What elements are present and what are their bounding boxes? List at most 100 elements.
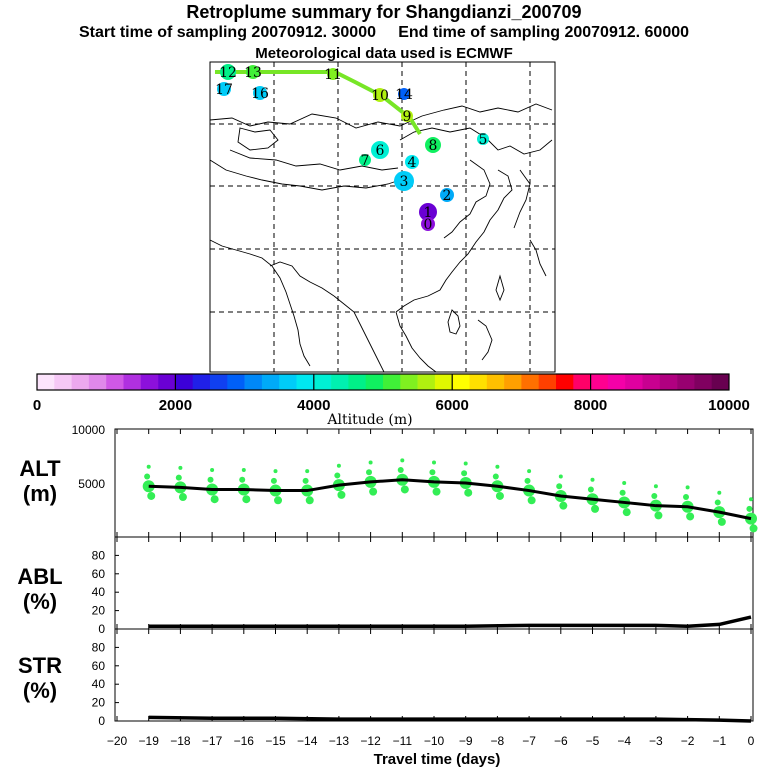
map-centroid-marker xyxy=(246,65,260,79)
map-marker-label: 4 xyxy=(408,155,417,171)
colorbar-tick-labels: 0 2000 4000 6000 8000 10000 xyxy=(33,397,750,414)
map-centroid-marker xyxy=(373,88,387,102)
map-marker-label: 10 xyxy=(371,88,389,104)
alt-scatter-point xyxy=(147,491,156,500)
alt-scatter-point xyxy=(334,472,341,479)
str-panel: STR (%) 0 20 40 60 80 xyxy=(18,628,754,728)
abl-ytick-label: 60 xyxy=(92,567,106,581)
alt-scatter-point xyxy=(558,474,563,479)
str-ytick-label: 0 xyxy=(98,714,105,728)
alt-scatter-point xyxy=(749,524,758,533)
map-centroid-marker xyxy=(359,154,371,166)
alt-scatter-point xyxy=(178,493,187,502)
colorbar-cell xyxy=(175,374,193,390)
alt-scatter-point xyxy=(337,490,346,499)
x-tick-label: −4 xyxy=(617,734,631,748)
colorbar-tick-label: 2000 xyxy=(159,397,192,414)
colorbar-cell xyxy=(711,374,730,390)
colorbar-tick-label: 4000 xyxy=(297,397,330,414)
abl-ytick-label: 40 xyxy=(92,585,106,599)
x-tick-label: −5 xyxy=(586,734,600,748)
colorbar-cell xyxy=(383,374,401,390)
colorbar-cell xyxy=(694,374,712,390)
alt-scatter-point xyxy=(717,517,726,526)
x-tick-label: −16 xyxy=(234,734,255,748)
meteorological-data-note: Meteorological data used is ECMWF xyxy=(255,45,513,62)
alt-scatter-point xyxy=(207,476,214,483)
alt-scatter-point xyxy=(654,511,663,520)
abl-ytick-label: 20 xyxy=(92,604,106,618)
alt-median-line xyxy=(148,478,752,521)
alt-scatter-point xyxy=(146,464,151,469)
colorbar-cell xyxy=(348,374,366,390)
colorbar-cell xyxy=(158,374,176,390)
alt-scatter-point xyxy=(683,494,690,501)
x-tick-label: −10 xyxy=(424,734,445,748)
map-marker-label: 3 xyxy=(400,174,409,190)
alt-scatter-point xyxy=(274,496,283,505)
alt-scatter-point xyxy=(336,463,341,468)
colorbar-cell xyxy=(123,374,142,390)
map-centroid-marker xyxy=(421,217,435,231)
sampling-times: Start time of sampling 20070912. 30000 E… xyxy=(78,24,690,41)
map-centroid-marker xyxy=(253,86,267,100)
x-tick-label: −17 xyxy=(202,734,223,748)
colorbar-cell xyxy=(400,374,418,390)
str-ytick-label: 80 xyxy=(92,640,106,654)
x-axis-label: Travel time (days) xyxy=(374,751,501,768)
alt-scatter-point xyxy=(653,484,658,489)
x-tick-label: −3 xyxy=(649,734,663,748)
map-marker-label: 8 xyxy=(429,138,438,154)
x-tick-label: −6 xyxy=(554,734,568,748)
x-tick-label: −2 xyxy=(681,734,695,748)
colorbar-tick-label: 0 xyxy=(33,397,41,414)
alt-scatter-point xyxy=(590,477,595,482)
colorbar-tick-label: 10000 xyxy=(708,397,750,414)
alt-scatter-point xyxy=(559,501,568,510)
alt-scatter-points xyxy=(142,458,758,533)
alt-scatter-point xyxy=(432,460,436,465)
alt-scatter-point xyxy=(239,476,246,483)
alt-scatter-point xyxy=(305,469,310,474)
alt-scatter-point xyxy=(622,481,627,485)
alt-scatter-point xyxy=(302,477,309,484)
colorbar-frame xyxy=(36,373,730,391)
map-centroid-marker xyxy=(405,155,419,169)
alt-scatter-point xyxy=(210,495,219,504)
alt-ytick-5000: 5000 xyxy=(78,477,105,491)
alt-scatter-point xyxy=(210,468,215,473)
colorbar-cell xyxy=(659,374,678,390)
str-frame xyxy=(114,628,754,722)
abl-ytick-label: 80 xyxy=(92,548,106,562)
alt-ylabel-unit: (m) xyxy=(23,481,57,506)
alt-scatter-point xyxy=(685,485,690,490)
colorbar-cell xyxy=(296,374,315,390)
map-marker-label: 6 xyxy=(376,143,385,159)
map-marker-label: 9 xyxy=(403,109,412,125)
colorbar-cell xyxy=(54,374,72,390)
str-ytick-label: 60 xyxy=(92,659,106,673)
x-tick-label: −13 xyxy=(329,734,350,748)
colorbar-cell xyxy=(590,374,609,390)
alt-scatter-point xyxy=(495,464,500,469)
x-tick-label: −11 xyxy=(393,734,413,748)
x-tick-label: −19 xyxy=(139,734,160,748)
alt-scatter-point xyxy=(241,468,246,473)
map-centroid-marker xyxy=(419,203,437,221)
str-ylabel-unit: (%) xyxy=(23,678,57,703)
alt-scatter-point xyxy=(622,508,631,517)
alt-scatter-point xyxy=(400,485,409,494)
colorbar-label: Altitude (m) xyxy=(326,412,412,428)
x-tick-label: −1 xyxy=(712,734,726,748)
map-marker-label: 17 xyxy=(215,82,233,98)
altitude-colorbar: 0 2000 4000 6000 8000 10000 Altitude (m) xyxy=(33,373,750,428)
colorbar-tick-label: 8000 xyxy=(574,397,607,414)
alt-ylabel: ALT xyxy=(19,456,61,481)
colorbar-cell xyxy=(88,374,107,390)
alt-median-line-path xyxy=(148,478,752,521)
colorbar-cell xyxy=(677,374,695,390)
alt-scatter-point xyxy=(749,497,753,502)
colorbar-cell xyxy=(556,374,574,390)
abl-ylabel-unit: (%) xyxy=(23,589,57,614)
